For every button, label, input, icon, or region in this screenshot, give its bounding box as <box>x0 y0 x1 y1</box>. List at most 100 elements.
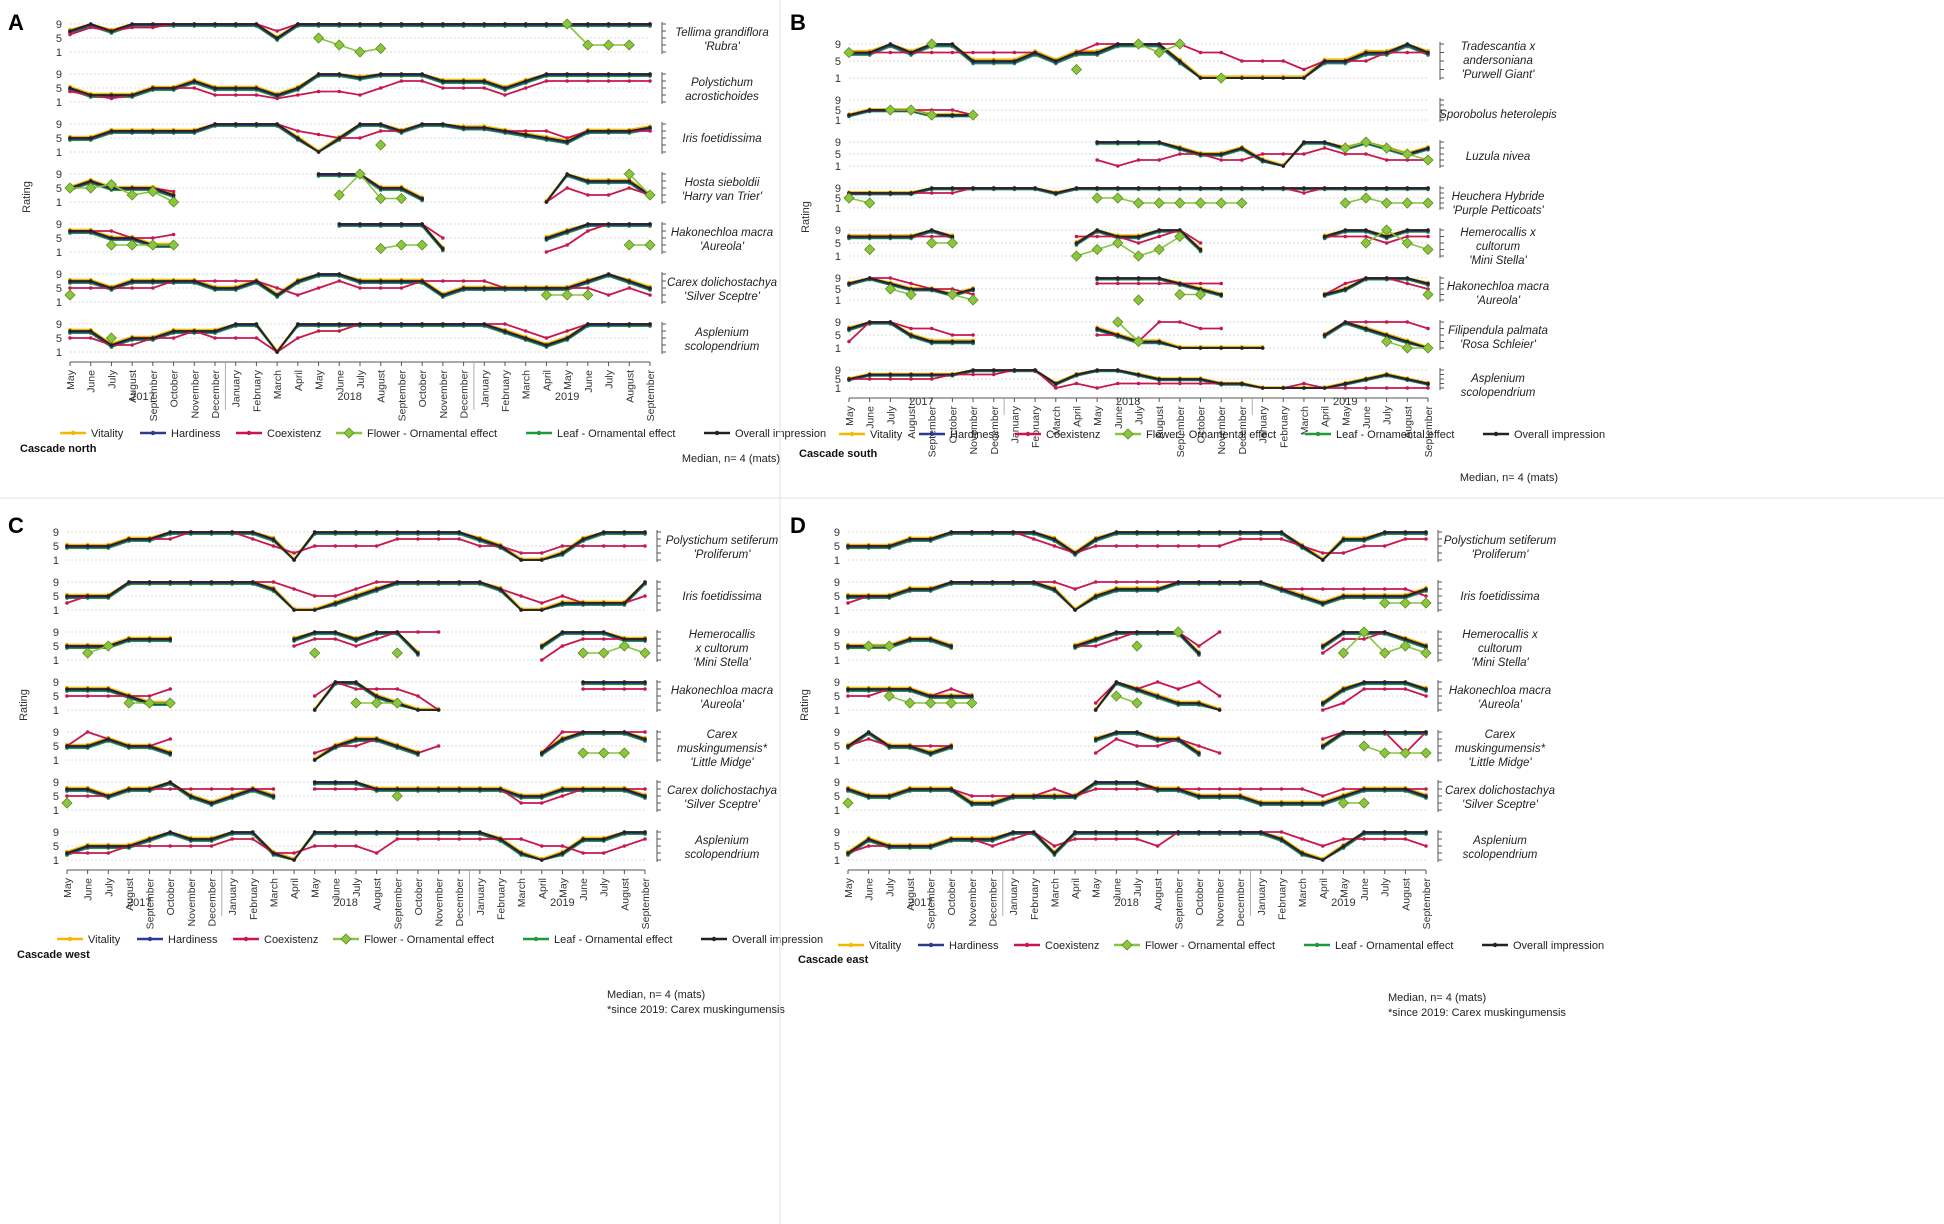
x-tick-label: April <box>1318 878 1330 899</box>
data-point <box>1135 837 1139 841</box>
x-tick-label: October <box>413 878 425 916</box>
data-point <box>275 293 279 297</box>
data-point <box>648 125 652 130</box>
flower-diamond-marker <box>309 647 321 659</box>
data-point <box>908 587 912 591</box>
data-point <box>65 694 69 698</box>
x-tick-label: October <box>169 370 181 408</box>
y-tick-label: 1 <box>53 705 59 717</box>
data-point <box>420 222 424 226</box>
data-point <box>1157 228 1161 232</box>
data-point <box>1012 50 1017 55</box>
data-point <box>1426 234 1430 239</box>
data-point <box>1031 537 1036 541</box>
data-point <box>1073 794 1077 798</box>
data-point <box>441 246 445 251</box>
data-point <box>233 122 238 126</box>
data-point <box>971 339 975 344</box>
legend-label: Leaf - Ornamental effect <box>1336 429 1454 441</box>
legend-diamond-icon <box>340 933 352 945</box>
x-tick-label: April <box>1071 406 1083 427</box>
data-point <box>1052 580 1057 584</box>
data-point <box>151 286 155 290</box>
data-point <box>1426 326 1430 331</box>
data-point <box>395 744 400 748</box>
species-name: Sporobolus heterolepis <box>1439 109 1557 121</box>
x-tick-label: May <box>844 405 856 426</box>
flower-diamond-marker <box>904 697 916 709</box>
year-label: 2017 <box>127 897 151 909</box>
data-point <box>337 322 342 326</box>
data-point <box>1320 644 1325 648</box>
data-point <box>544 286 549 290</box>
data-point <box>1155 630 1160 634</box>
data-point <box>233 279 238 283</box>
data-point <box>1198 381 1203 386</box>
flower-diamond-marker <box>1401 237 1413 249</box>
data-point <box>909 234 913 239</box>
data-point <box>312 830 317 834</box>
data-point <box>1362 830 1366 834</box>
y-tick-label: 1 <box>834 855 840 867</box>
data-point <box>1341 794 1346 798</box>
data-point <box>337 272 342 276</box>
data-point <box>1322 292 1327 297</box>
data-point <box>565 72 569 76</box>
data-point <box>1116 368 1120 372</box>
data-point <box>1053 59 1058 63</box>
data-point <box>1197 651 1201 655</box>
data-point <box>416 830 420 834</box>
y-tick-label: 5 <box>835 374 841 386</box>
data-point <box>416 580 420 584</box>
data-point <box>478 580 482 584</box>
data-point <box>461 22 466 26</box>
data-point <box>333 787 338 791</box>
data-point <box>337 22 342 26</box>
data-point <box>622 787 627 791</box>
y-tick-label: 9 <box>56 69 62 81</box>
data-point <box>1011 837 1015 841</box>
legend-label: Vitality <box>870 429 903 441</box>
data-point <box>416 537 420 541</box>
data-point <box>296 322 300 326</box>
x-tick-label: March <box>1051 406 1063 435</box>
data-point <box>333 530 338 534</box>
legend-dot-icon <box>848 942 854 948</box>
data-point <box>846 644 850 648</box>
species-name: Asplenium <box>1470 373 1525 385</box>
data-point <box>1135 687 1139 691</box>
data-point <box>441 279 445 283</box>
data-point <box>1302 186 1306 190</box>
flower-diamond-marker <box>1381 224 1393 236</box>
flower-diamond-marker <box>105 178 117 191</box>
data-point <box>213 336 217 340</box>
data-point <box>523 329 528 333</box>
data-point <box>565 329 569 333</box>
data-point <box>1320 801 1325 805</box>
data-point <box>581 787 585 791</box>
x-tick-label: June <box>83 878 95 901</box>
data-point <box>867 234 872 239</box>
y-tick-label: 5 <box>835 105 841 117</box>
data-point <box>1341 594 1346 598</box>
data-point <box>1384 158 1389 162</box>
data-point <box>127 694 131 698</box>
data-point <box>971 50 975 55</box>
legend-dot-icon <box>1314 942 1320 948</box>
data-point <box>523 336 528 340</box>
flower-diamond-marker <box>1153 46 1165 59</box>
x-tick-label: March <box>1297 878 1309 907</box>
y-tick-label: 1 <box>56 297 62 309</box>
data-point <box>68 286 72 290</box>
data-point <box>1322 146 1327 150</box>
series-line-leaf-ornamental-effect <box>541 733 646 756</box>
data-point <box>1403 680 1408 684</box>
y-tick-label: 9 <box>834 827 840 839</box>
median-note: Median, n= 4 (mats) <box>1460 472 1558 484</box>
series-line-flower-ornamental-effect <box>1117 321 1140 343</box>
data-point <box>441 86 445 90</box>
data-point <box>109 96 114 101</box>
data-point <box>1095 228 1099 232</box>
